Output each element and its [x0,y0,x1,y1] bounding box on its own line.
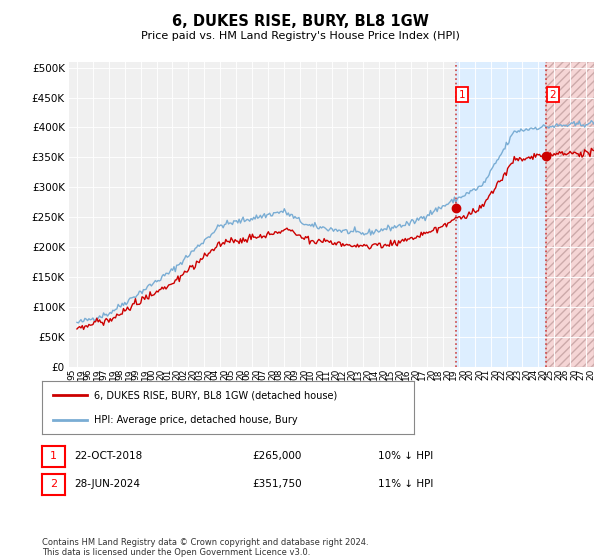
Bar [546,62,594,367]
Text: 1: 1 [459,90,466,100]
Text: 6, DUKES RISE, BURY, BL8 1GW (detached house): 6, DUKES RISE, BURY, BL8 1GW (detached h… [94,390,337,400]
Text: 10% ↓ HPI: 10% ↓ HPI [378,451,433,461]
Text: 6, DUKES RISE, BURY, BL8 1GW: 6, DUKES RISE, BURY, BL8 1GW [172,14,428,29]
Text: 2: 2 [549,90,556,100]
Bar [546,62,594,367]
Text: £351,750: £351,750 [252,479,302,489]
Text: 22-OCT-2018: 22-OCT-2018 [74,451,142,461]
Bar [456,62,546,367]
Text: 28-JUN-2024: 28-JUN-2024 [74,479,140,489]
Text: £265,000: £265,000 [252,451,301,461]
Text: Price paid vs. HM Land Registry's House Price Index (HPI): Price paid vs. HM Land Registry's House … [140,31,460,41]
Text: 11% ↓ HPI: 11% ↓ HPI [378,479,433,489]
Text: Contains HM Land Registry data © Crown copyright and database right 2024.
This d: Contains HM Land Registry data © Crown c… [42,538,368,557]
Text: HPI: Average price, detached house, Bury: HPI: Average price, detached house, Bury [94,414,298,424]
Text: 1: 1 [50,451,57,461]
Text: 2: 2 [50,479,57,489]
